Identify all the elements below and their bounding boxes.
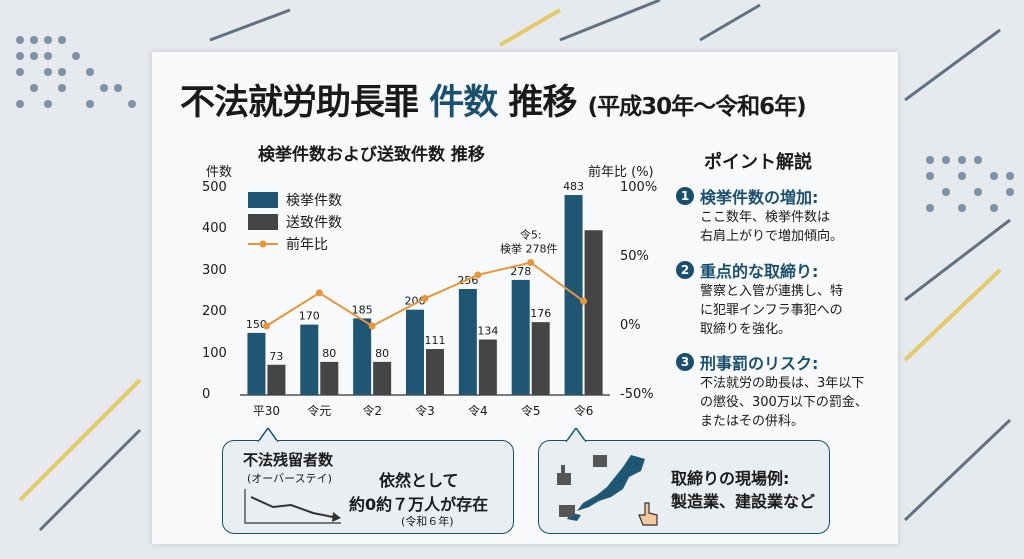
point-head-2: 重点的な取締り: — [700, 262, 819, 281]
title-tail: 推移 — [508, 83, 577, 123]
x-tick-令2: 令2 — [362, 403, 382, 418]
bar-検挙件数-令3 — [406, 309, 424, 395]
value-label-a-平30: 150 — [246, 318, 267, 331]
bar-送致件数-令4 — [478, 339, 497, 395]
line-point-平30 — [262, 322, 270, 330]
value-label-b-令5: 176 — [530, 307, 551, 320]
callout1-label: 不法残留者数 — [243, 451, 334, 469]
legend-swatch-2 — [248, 214, 278, 230]
line-point-令3 — [421, 294, 429, 302]
value-label-a-令元: 170 — [299, 310, 320, 323]
y2-tick--50%: -50% — [620, 387, 654, 402]
bar-送致件数-令6 — [584, 230, 603, 395]
value-label-b-令3: 111 — [425, 334, 446, 347]
overstay-callout: 不法残留者数 (オーバーステイ) 依然として 約0約７万人が存在 (令和６年) — [222, 440, 514, 534]
y-tick-500: 500 — [202, 180, 227, 195]
points-heading: ポイント解説 — [704, 152, 812, 173]
legend: 検挙件数 送致件数 前年比 — [248, 189, 342, 255]
line-point-令5 — [527, 259, 535, 267]
legend-label-3: 前年比 — [286, 237, 328, 253]
point-num-2: 2 — [676, 261, 694, 279]
y-axis-label: 件数 — [206, 165, 233, 180]
x-tick-令4: 令4 — [468, 403, 488, 418]
x-tick-令元: 令元 — [307, 403, 331, 418]
x-tick-平30: 平30 — [253, 404, 280, 418]
annotation-line1: 令5: — [520, 228, 542, 242]
japan-map-icon — [557, 455, 658, 526]
legend-label-1: 検挙件数 — [286, 193, 342, 209]
point-item-3: 3 刑事罰のリスク: 不法就労の助長は、3年以下 の懲役、300万以下の罰金、 ま… — [676, 350, 898, 431]
point-body-2: 警察と入管が連携し、特 に犯罪インフラ事犯への 取締りを強化。 — [700, 284, 844, 337]
callout2-pointer — [566, 428, 586, 442]
callout1-main1: 依然として — [379, 471, 459, 490]
y2-tick-50%: 50% — [620, 249, 649, 264]
y-tick-100: 100 — [202, 345, 227, 361]
value-label-b-平30: 73 — [269, 350, 283, 363]
value-label-a-令2: 185 — [352, 303, 373, 316]
trend-down-icon — [244, 489, 341, 524]
bar-送致件数-令元 — [320, 361, 339, 395]
y-tick-300: 300 — [202, 262, 227, 278]
chart-title: 検挙件数および送致件数 推移 — [258, 145, 485, 165]
line-point-令4 — [474, 271, 482, 279]
bar-検挙件数-令4 — [458, 289, 477, 395]
bar-検挙件数-平30 — [247, 332, 266, 395]
legend-item-3: 前年比 — [248, 233, 342, 255]
legend-item-1: 検挙件数 — [248, 189, 342, 211]
value-label-a-令6: 483 — [563, 180, 584, 193]
value-label-a-令3: 206 — [405, 295, 426, 308]
title-main: 不法就労助長罪 — [180, 83, 419, 123]
line-point-令元 — [315, 289, 323, 297]
value-label-b-令2: 80 — [375, 347, 389, 360]
point-head-1: 検挙件数の増加: — [700, 188, 819, 207]
line-point-令6 — [580, 297, 588, 305]
legend-swatch-1 — [248, 192, 278, 208]
bar-検挙件数-令2 — [353, 318, 372, 395]
point-item-1: 1 検挙件数の増加: ここ数年、検挙件数は 右肩上がりで増加傾向。 — [676, 184, 898, 246]
bar-検挙件数-令元 — [300, 324, 319, 395]
title-sub: (平成30年〜令和6年) — [587, 94, 807, 120]
bar-送致件数-令2 — [373, 361, 392, 395]
line-point-令2 — [368, 322, 376, 330]
legend-item-2: 送致件数 — [248, 211, 342, 233]
callout1-note: (令和６年) — [401, 515, 454, 528]
x-tick-令6: 令6 — [574, 403, 594, 418]
y2-tick-100%: 100% — [620, 180, 658, 195]
bar-検挙件数-令5 — [511, 279, 530, 395]
point-body-3: 不法就労の助長は、3年以下 の懲役、300万以下の罰金、 またはその併科。 — [700, 376, 868, 429]
value-label-a-令5: 278 — [510, 265, 531, 278]
point-head-3: 刑事罰のリスク: — [700, 354, 819, 373]
value-label-b-令元: 80 — [322, 347, 336, 360]
x-tick-令3: 令3 — [415, 403, 435, 418]
legend-line-swatch — [248, 240, 278, 248]
y-tick-400: 400 — [202, 221, 227, 237]
x-tick-令5: 令5 — [521, 403, 541, 418]
point-body-1: ここ数年、検挙件数は 右肩上がりで増加傾向。 — [700, 210, 844, 244]
bar-送致件数-令5 — [531, 322, 550, 395]
annotation-line2: 検挙 278件 — [500, 242, 558, 256]
bar-送致件数-平30 — [267, 364, 286, 395]
point-num-1: 1 — [676, 187, 694, 205]
page-title: 不法就労助長罪 件数 推移 (平成30年〜令和6年) — [180, 74, 807, 125]
callout1-label-sub: (オーバーステイ) — [247, 472, 332, 485]
y-tick-0: 0 — [202, 387, 211, 402]
callout2-line1: 取締りの現場例: — [671, 469, 790, 488]
legend-label-2: 送致件数 — [286, 215, 342, 231]
callout1-pointer — [258, 428, 278, 442]
y-tick-200: 200 — [202, 304, 227, 320]
y2-axis-label: 前年比 (%) — [588, 165, 654, 180]
pointer-hand-icon — [638, 502, 658, 526]
callout2-line2: 製造業、建設業など — [671, 492, 816, 511]
callout1-main2: 約0約７万人が存在 — [349, 495, 489, 514]
value-label-b-令4: 134 — [477, 325, 498, 338]
bar-送致件数-令3 — [426, 349, 444, 395]
point-num-3: 3 — [676, 353, 694, 371]
point-item-2: 2 重点的な取締り: 警察と入管が連携し、特 に犯罪インフラ事犯への 取締りを強化… — [676, 258, 898, 339]
title-accent: 件数 — [429, 83, 498, 123]
workplace-callout: 取締りの現場例: 製造業、建設業など — [538, 440, 830, 534]
y2-tick-0%: 0% — [620, 318, 641, 333]
